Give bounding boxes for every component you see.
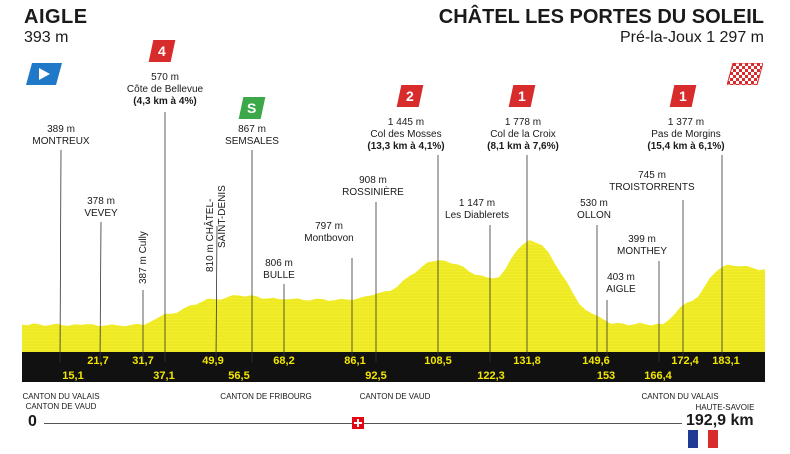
label-morgins: 1 377 m Pas de Morgins (15,4 km à 6,1%) [647, 117, 725, 152]
climb-cat1-badge-2: 1 [669, 85, 697, 107]
canton-vaud: CANTON DE VAUD [359, 392, 431, 401]
label-bellevue: 570 m Côte de Bellevue (4,3 km à 4%) [126, 72, 204, 107]
km-131-8: 131,8 [513, 355, 541, 367]
pointer-line [215, 225, 218, 363]
km-86-1: 86,1 [344, 355, 366, 367]
label-vevey: 378 m VEVEY [84, 196, 118, 219]
haute-savoie: HAUTE-SAVOIE [695, 403, 755, 412]
france-flag-icon [688, 430, 718, 448]
label-monthey: 399 m MONTHEY [617, 234, 667, 257]
km-band [22, 352, 765, 382]
start-town: AIGLE [24, 6, 88, 28]
pointer-line [59, 149, 62, 363]
climb-cat2-badge: 2 [396, 85, 424, 107]
label-troistorrents: 745 m TROISTORRENTS [609, 170, 695, 193]
distance-total: 192,9 km [686, 412, 754, 429]
label-chatel-st-denis: 810 m CHÂTEL- [205, 198, 216, 272]
km-68-2: 68,2 [273, 355, 295, 367]
label-cully: 387 m Cully [138, 231, 149, 284]
label-aigle: 403 m AIGLE [606, 272, 636, 295]
finish-town: CHÂTEL LES PORTES DU SOLEIL [438, 6, 764, 28]
canton-valais: CANTON DU VALAIS [641, 392, 719, 401]
label-croix: 1 778 m Col de la Croix (8,1 km à 7,6%) [487, 117, 559, 152]
km-153: 153 [596, 370, 616, 382]
km-149-6: 149,6 [582, 355, 610, 367]
climb-cat1-badge: 1 [508, 85, 536, 107]
label-mosses: 1 445 m Col des Mosses (13,3 km à 4,1%) [367, 117, 445, 152]
label-diablerets: 1 147 m Les Diablerets [445, 198, 509, 221]
start-altitude: 393 m [24, 29, 69, 46]
km-183-1: 183,1 [712, 355, 740, 367]
km-37-1: 37,1 [153, 370, 175, 382]
km-92-5: 92,5 [365, 370, 387, 382]
canton-fribourg: CANTON DE FRIBOURG [220, 392, 312, 401]
switzerland-flag-icon [352, 417, 364, 429]
km-108-5: 108,5 [424, 355, 452, 367]
km-21-7: 21,7 [87, 355, 109, 367]
distance-start: 0 [28, 413, 37, 430]
label-bulle: 806 m BULLE [263, 258, 295, 281]
km-49-9: 49,9 [202, 355, 224, 367]
label-chatel-st-denis-2: SAINT-DENIS [217, 185, 228, 248]
pointer-line [99, 221, 102, 363]
km-56-5: 56,5 [228, 370, 250, 382]
label-rossiniere: 908 m ROSSINIÈRE [342, 175, 404, 198]
canton-valais-vaud: CANTON DU VALAIS CANTON DE VAUD [22, 392, 100, 411]
km-15-1: 15,1 [62, 370, 84, 382]
label-semsales: 867 m SEMSALES [225, 124, 279, 147]
label-ollon: 530 m OLLON [577, 198, 611, 221]
finish-altitude: Pré-la-Joux 1 297 m [619, 29, 764, 46]
km-122-3: 122,3 [477, 370, 505, 382]
km-166-4: 166,4 [644, 370, 672, 382]
km-31-7: 31,7 [132, 355, 154, 367]
sprint-badge: S [238, 97, 266, 119]
climb-cat4-badge: 4 [148, 40, 176, 62]
km-172-4: 172,4 [671, 355, 699, 367]
label-montreux: 389 m MONTREUX [32, 124, 90, 147]
label-montbovon: 797 m Montbovon [304, 221, 354, 244]
start-flag-icon [26, 63, 62, 85]
finish-flag-icon [727, 63, 763, 85]
